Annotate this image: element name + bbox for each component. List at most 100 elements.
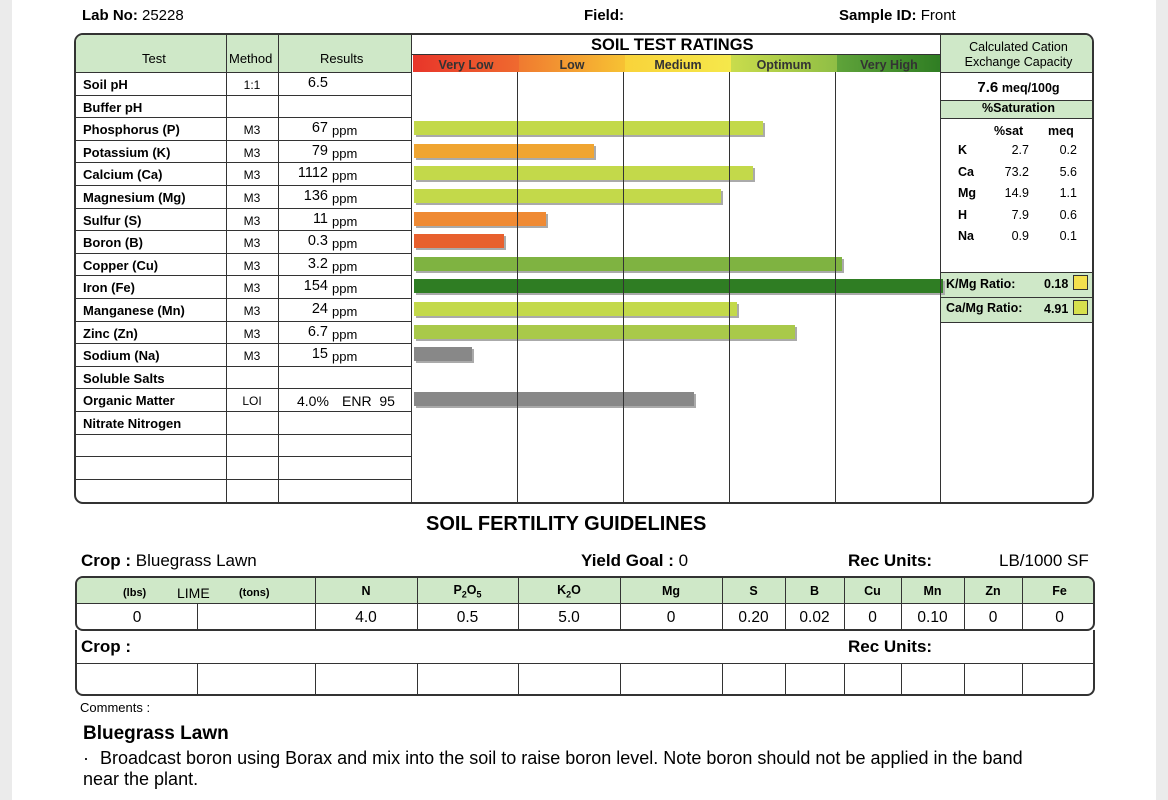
test-name: Soil pH: [83, 77, 128, 92]
rating-gridline: [729, 72, 730, 502]
header-cu: Cu: [864, 584, 881, 598]
ion-meq: 1.1: [1059, 186, 1077, 200]
row-divider: [76, 478, 412, 480]
ion-meq: 0.1: [1059, 229, 1077, 243]
grid-hline: [941, 297, 1092, 298]
row-divider: [76, 185, 412, 186]
row-divider: [76, 117, 412, 119]
test-method: M3: [243, 236, 261, 251]
header-n: N: [361, 584, 371, 598]
row-divider: [76, 94, 412, 96]
test-value: 15: [311, 346, 328, 363]
ion-label: Mg: [958, 186, 977, 200]
bar-manganese-mn-: [414, 302, 737, 316]
table-header-bg: [76, 35, 412, 72]
test-unit: ppm: [332, 326, 358, 342]
test-unit: ppm: [332, 168, 358, 184]
cec-value: 7.6 meq/100g: [977, 79, 1060, 96]
bar-boron-b-: [414, 234, 504, 249]
lime-tons: (tons): [239, 587, 270, 599]
value-mn: 0.10: [917, 609, 948, 626]
test-method: M3: [243, 349, 261, 364]
grid-vline: [620, 663, 621, 694]
bar-sodium-na-: [414, 347, 472, 362]
test-name: Phosphorus (P): [83, 122, 180, 138]
ion-label: Ca: [958, 164, 974, 179]
test-value: 0.3: [307, 233, 328, 250]
row-divider: [76, 162, 412, 164]
saturation-header-bg: [941, 100, 1092, 118]
value-n: 4.0: [355, 609, 377, 626]
value-s: 0.20: [738, 609, 769, 626]
rec-units-value: LB/1000 SF: [999, 551, 1089, 570]
grid-vline: [785, 663, 786, 694]
scale-very-high: Very High: [837, 55, 941, 72]
rating-gridline: [517, 72, 518, 502]
test-value: 154: [303, 278, 328, 295]
row-divider: [76, 433, 412, 435]
value-fe: 0: [1055, 609, 1064, 626]
comments-bullet: ·: [83, 748, 89, 768]
grid-vline: [226, 35, 227, 502]
test-method: M3: [243, 281, 261, 296]
grid-hline: [941, 100, 1092, 101]
scale-low: Low: [519, 55, 625, 72]
grid-hline: [941, 322, 1092, 323]
grid-vline: [722, 663, 723, 694]
row-divider: [76, 230, 412, 232]
test-name: Buffer pH: [83, 99, 143, 115]
grid-vline: [901, 663, 902, 694]
bar-copper-cu-: [414, 256, 842, 271]
grid-vline: [411, 35, 412, 502]
grid-hline: [941, 72, 1092, 73]
guidelines-header-bg: [77, 578, 1093, 603]
ion-label: K: [958, 143, 968, 157]
header-p2o5: P2O5: [417, 583, 518, 600]
test-value: 1112: [297, 165, 328, 182]
header-s: S: [749, 584, 758, 598]
row-divider: [76, 365, 412, 367]
scale-optimum: Optimum: [731, 55, 837, 72]
ion-sat: 73.2: [1004, 164, 1029, 179]
grid-vline: [964, 663, 965, 694]
grid-vline: [417, 663, 418, 694]
lab-number: Lab No: 25228: [82, 7, 184, 24]
ion-meq: 0.2: [1059, 143, 1077, 157]
test-value: 79: [311, 142, 328, 159]
row-divider: [76, 343, 412, 345]
rating-gridline: [835, 72, 836, 502]
grid-vline: [1022, 663, 1023, 694]
grid-hline: [76, 72, 412, 73]
value-mg: 0: [666, 609, 676, 626]
test-name: Zinc (Zn): [83, 325, 138, 341]
test-method: M3: [243, 123, 261, 138]
grid-hline: [941, 118, 1092, 119]
test-method: M3: [243, 168, 261, 183]
rec-units-label: Rec Units:: [848, 551, 933, 570]
row-divider: [76, 320, 412, 322]
camg-value: 4.91: [1044, 302, 1069, 316]
k-symbol: K: [557, 583, 567, 597]
test-unit: ppm: [332, 258, 358, 274]
test-unit: ppm: [332, 213, 358, 229]
grid-hline: [77, 603, 1093, 604]
ion-label: Na: [958, 229, 974, 243]
value-lime: 0: [132, 609, 142, 626]
ratings-title: SOIL TEST RATINGS: [591, 36, 754, 54]
kmg-swatch: [1073, 275, 1088, 290]
test-value: 3.2: [307, 255, 328, 272]
test-name: Organic Matter: [83, 393, 175, 409]
ion-sat: 7.9: [1011, 207, 1029, 222]
bar-iron-fe-: [414, 279, 943, 294]
grid-vline: [197, 663, 198, 694]
test-name: Boron (B): [83, 235, 143, 251]
test-value: 11: [312, 210, 328, 227]
test-unit: ppm: [332, 145, 358, 161]
ion-meq: 0.6: [1059, 207, 1077, 222]
test-method: M3: [243, 304, 261, 318]
p-sub: 2: [461, 589, 467, 600]
test-value: 136: [303, 188, 328, 204]
bar-sulfur-s-: [414, 211, 546, 226]
lime-label: LIME: [177, 585, 210, 601]
col-test: Test: [142, 51, 166, 66]
